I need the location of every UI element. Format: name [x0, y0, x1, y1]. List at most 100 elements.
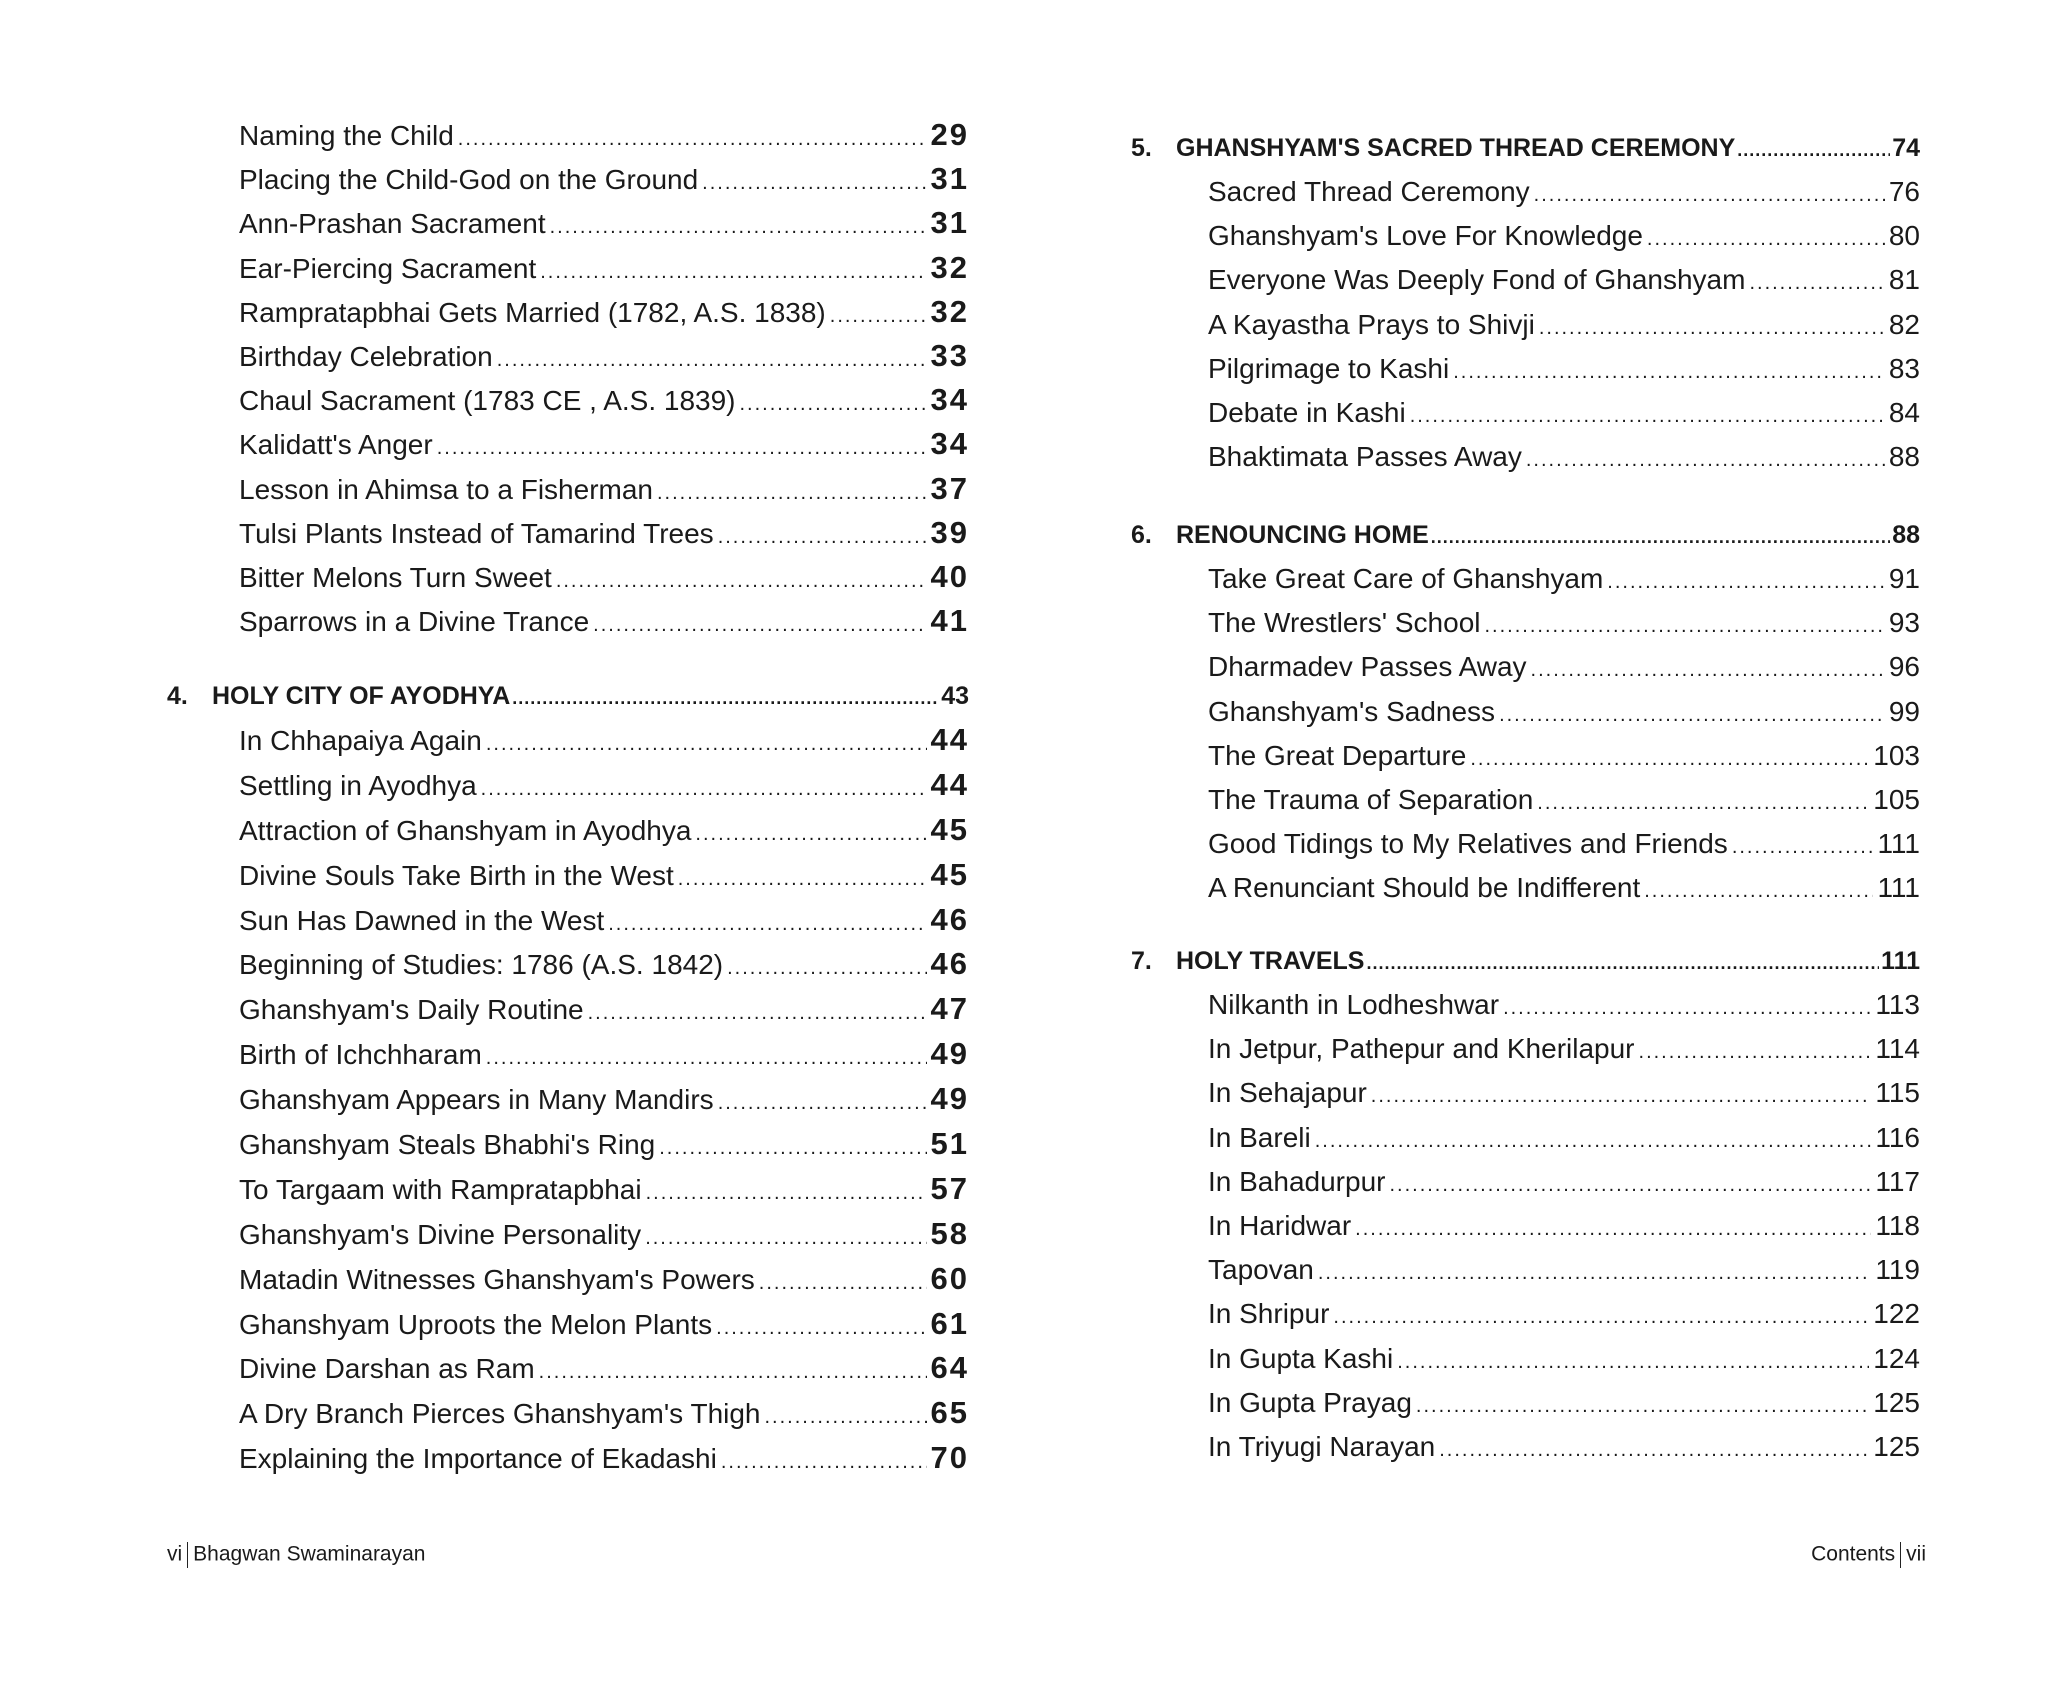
toc-entry-page: 39: [930, 514, 969, 550]
toc-entry[interactable]: Take Great Care of Ghanshyam 91: [1208, 557, 1920, 601]
dot-leader: [1531, 648, 1885, 692]
toc-entry[interactable]: Attraction of Ghanshyam in Ayodhya 45: [239, 808, 969, 853]
toc-entry-title: Settling in Ayodhya: [239, 769, 477, 801]
toc-entry[interactable]: In Bareli 116: [1208, 1116, 1920, 1160]
toc-entry[interactable]: Tapovan 119: [1208, 1248, 1920, 1292]
toc-entry[interactable]: Sun Has Dawned in the West 46: [239, 898, 969, 943]
toc-entry-page: 41: [930, 603, 969, 639]
toc-entry[interactable]: Good Tidings to My Relatives and Friends…: [1208, 822, 1920, 866]
toc-entry[interactable]: Ghanshyam's Love For Knowledge 80: [1208, 214, 1920, 258]
toc-entry[interactable]: In Chhapaiya Again 44: [239, 718, 969, 763]
toc-entry[interactable]: Kalidatt's Anger 34: [239, 422, 969, 466]
toc-entry[interactable]: In Triyugi Narayan 125: [1208, 1425, 1920, 1469]
toc-entry[interactable]: Chaul Sacrament (1783 CE , A.S. 1839) 34: [239, 378, 969, 422]
chapter-number: 5.: [1131, 134, 1152, 162]
toc-entry-page: 51: [930, 1126, 969, 1162]
toc-entry[interactable]: In Bahadurpur 117: [1208, 1160, 1920, 1204]
toc-entry[interactable]: The Wrestlers' School 93: [1208, 601, 1920, 645]
toc-entry-page: 83: [1888, 352, 1920, 384]
toc-entry[interactable]: Dharmadev Passes Away 96: [1208, 645, 1920, 689]
toc-entry[interactable]: To Targaam with Rampratapbhai 57: [239, 1167, 969, 1212]
toc-entry[interactable]: Ear-Piercing Sacrament 32: [239, 246, 969, 290]
chapter-heading[interactable]: 4. HOLY CITY OF AYODHYA 43: [167, 674, 969, 718]
toc-entry[interactable]: Sacred Thread Ceremony 76: [1208, 170, 1920, 214]
toc-entry[interactable]: Bitter Melons Turn Sweet 40: [239, 555, 969, 599]
toc-entry[interactable]: Matadin Witnesses Ghanshyam's Powers 60: [239, 1257, 969, 1302]
toc-entry[interactable]: A Dry Branch Pierces Ghanshyam's Thigh 65: [239, 1391, 969, 1436]
toc-entry[interactable]: In Gupta Prayag 125: [1208, 1381, 1920, 1425]
toc-entry[interactable]: Divine Darshan as Ram 64: [239, 1346, 969, 1391]
dot-leader: [1371, 1074, 1872, 1118]
toc-entry[interactable]: Pilgrimage to Kashi 83: [1208, 347, 1920, 391]
toc-entry[interactable]: Tulsi Plants Instead of Tamarind Trees 39: [239, 511, 969, 555]
dot-leader: [1499, 693, 1885, 737]
toc-entry[interactable]: Settling in Ayodhya 44: [239, 763, 969, 808]
toc-entry[interactable]: A Renunciant Should be Indifferent 111: [1208, 866, 1920, 910]
toc-entry-page: 61: [930, 1305, 969, 1341]
dot-leader: [1526, 438, 1885, 482]
dot-leader: [1416, 1384, 1869, 1428]
toc-entry[interactable]: The Trauma of Separation 105: [1208, 778, 1920, 822]
right-page-footer: Contents vii: [1811, 1542, 1926, 1568]
toc-entry[interactable]: Birthday Celebration 33: [239, 334, 969, 378]
toc-entry-title: Tapovan: [1208, 1254, 1314, 1286]
toc-entry[interactable]: A Kayastha Prays to Shivji 82: [1208, 303, 1920, 347]
toc-entry-title: Nilkanth in Lodheshwar: [1208, 989, 1500, 1020]
toc-entry-title: Ear-Piercing Sacrament: [239, 252, 537, 284]
toc-entry-page: 103: [1873, 739, 1920, 771]
toc-entry[interactable]: Ghanshyam Steals Bhabhi's Ring 51: [239, 1122, 969, 1167]
dot-leader: [608, 902, 926, 946]
dot-leader: [721, 1440, 927, 1484]
toc-entry[interactable]: Ann-Prashan Sacrament 31: [239, 201, 969, 245]
toc-entry[interactable]: Lesson in Ahimsa to a Fisherman 37: [239, 467, 969, 511]
toc-entry-title: Ghanshyam's Divine Personality: [239, 1218, 642, 1250]
chapter-page: 111: [1881, 947, 1920, 975]
toc-entry[interactable]: In Haridwar 118: [1208, 1204, 1920, 1248]
dot-leader: [1644, 869, 1873, 913]
toc-entry-title: Bitter Melons Turn Sweet: [239, 561, 552, 593]
toc-entry[interactable]: In Shripur 122: [1208, 1292, 1920, 1336]
toc-entry-title: Ghanshyam's Love For Knowledge: [1208, 220, 1643, 252]
dot-leader: [765, 1395, 927, 1439]
dot-leader: [550, 205, 927, 249]
toc-entry[interactable]: Ghanshyam Appears in Many Mandirs 49: [239, 1077, 969, 1122]
toc-entry-title: Sun Has Dawned in the West: [239, 904, 605, 936]
toc-entry-page: 64: [930, 1350, 969, 1386]
footer-divider: [1900, 1542, 1902, 1568]
toc-entry[interactable]: Naming the Child 29: [239, 113, 969, 157]
toc-entry[interactable]: Sparrows in a Divine Trance 41: [239, 599, 969, 643]
toc-entry[interactable]: Debate in Kashi 84: [1208, 391, 1920, 435]
toc-entry[interactable]: Ghanshyam's Daily Routine 47: [239, 987, 969, 1032]
chapter-heading[interactable]: 6. RENOUNCING HOME 88: [1131, 513, 1920, 557]
toc-entry[interactable]: Placing the Child-God on the Ground 31: [239, 157, 969, 201]
toc-entry[interactable]: Bhaktimata Passes Away 88: [1208, 435, 1920, 479]
toc-entry-title: Tulsi Plants Instead of Tamarind Trees: [239, 517, 714, 549]
toc-entry-title: Matadin Witnesses Ghanshyam's Powers: [239, 1263, 755, 1295]
toc-entry[interactable]: Rampratapbhai Gets Married (1782, A.S. 1…: [239, 290, 969, 334]
toc-entry-title: The Great Departure: [1208, 739, 1467, 771]
toc-entry[interactable]: Birth of Ichchharam 49: [239, 1032, 969, 1077]
toc-entry[interactable]: Ghanshyam Uproots the Melon Plants 61: [239, 1302, 969, 1347]
toc-entry-page: 111: [1877, 828, 1920, 860]
toc-entry-page: 80: [1888, 220, 1920, 252]
toc-entry[interactable]: Ghanshyam's Divine Personality 58: [239, 1212, 969, 1257]
chapter-heading[interactable]: 7. HOLY TRAVELS 111: [1131, 939, 1920, 983]
chapter-heading[interactable]: 5. GHANSHYAM'S SACRED THREAD CEREMONY 74: [1131, 126, 1920, 170]
toc-entry[interactable]: Nilkanth in Lodheshwar 113: [1208, 983, 1920, 1027]
toc-entry[interactable]: Beginning of Studies: 1786 (A.S. 1842) 46: [239, 942, 969, 987]
toc-entry[interactable]: In Sehajapur 115: [1208, 1071, 1920, 1115]
toc-entry-page: 31: [930, 205, 969, 241]
toc-entry-page: 44: [930, 722, 969, 757]
toc-entry[interactable]: In Gupta Kashi 124: [1208, 1337, 1920, 1381]
toc-entry-page: 57: [930, 1170, 969, 1206]
toc-entry[interactable]: Explaining the Importance of Ekadashi 70: [239, 1436, 969, 1481]
toc-entry[interactable]: Ghanshyam's Sadness 99: [1208, 690, 1920, 734]
toc-entry[interactable]: In Jetpur, Pathepur and Kherilapur 114: [1208, 1027, 1920, 1071]
toc-entry-title: Sparrows in a Divine Trance: [239, 606, 590, 638]
toc-entry[interactable]: The Great Departure 103: [1208, 734, 1920, 778]
dot-leader: [1607, 560, 1885, 604]
toc-entry[interactable]: Divine Souls Take Birth in the West 45: [239, 853, 969, 898]
toc-entry-page: 119: [1875, 1254, 1920, 1286]
toc-entry[interactable]: Everyone Was Deeply Fond of Ghanshyam 81: [1208, 258, 1920, 302]
toc-chapter-5: 5. GHANSHYAM'S SACRED THREAD CEREMONY 74 Sa…: [1131, 126, 1920, 479]
